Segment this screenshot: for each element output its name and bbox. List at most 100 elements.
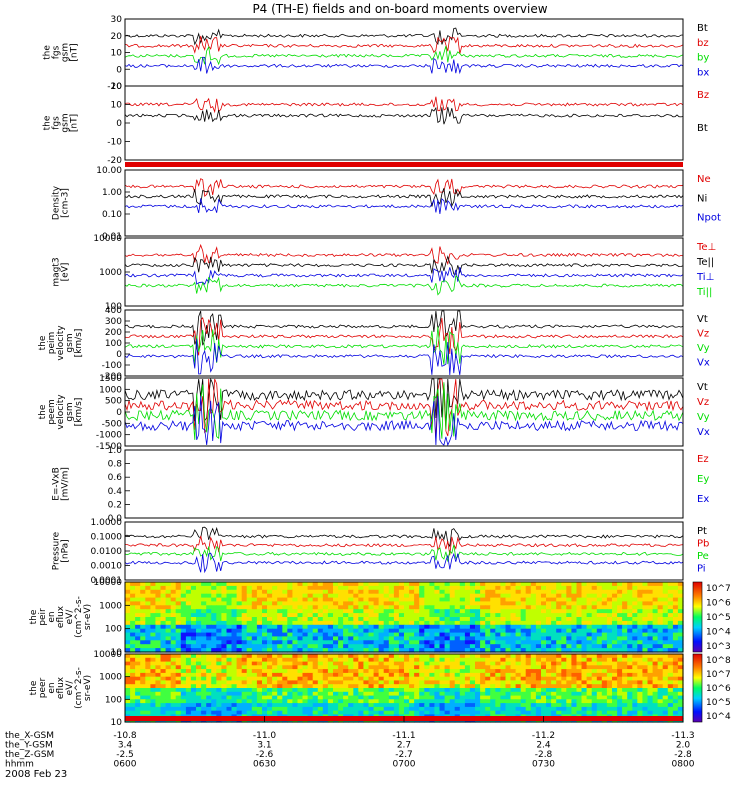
y-tick-label: 0 <box>116 350 122 360</box>
spectrogram-cell <box>490 665 496 670</box>
spectrogram-cell <box>292 620 299 626</box>
spectrogram-cell <box>327 657 334 663</box>
spectrogram-cell <box>571 617 578 622</box>
spectrogram-cell <box>135 585 141 591</box>
spectrogram-cell <box>672 654 679 659</box>
series-line-Vy <box>124 382 684 440</box>
spectrogram-cell <box>561 684 567 689</box>
spectrogram-cell <box>601 632 608 638</box>
spectrogram-cell <box>140 628 146 634</box>
spectrogram-cell <box>617 582 623 587</box>
spectrogram-cell <box>201 620 207 626</box>
spectrogram-cell <box>327 593 334 599</box>
spectrogram-cell <box>333 593 339 599</box>
spectrogram-cell <box>267 676 273 682</box>
spectrogram-cell <box>586 644 593 649</box>
spectrogram-cell <box>576 669 583 674</box>
spectrogram-cell <box>165 589 172 595</box>
spectrogram-cell <box>419 706 425 712</box>
spectrogram-cell <box>535 654 542 659</box>
spectrogram-cell <box>480 589 486 595</box>
spectrogram-cell <box>419 665 425 670</box>
spectrogram-cell <box>368 605 375 610</box>
spectrogram-cell <box>414 624 420 630</box>
spectrogram-cell <box>363 582 370 587</box>
spectrogram-cell <box>343 617 349 622</box>
spectrogram-cell <box>637 628 643 634</box>
y-axis-label-line: gsm <box>61 113 71 132</box>
spectrogram-cell <box>322 605 329 610</box>
spectrogram-cell <box>226 640 233 645</box>
spectrogram-cell <box>125 632 131 638</box>
spectrogram-cell <box>596 706 603 712</box>
spectrogram-cell <box>135 710 141 716</box>
series-line-bx <box>124 56 684 75</box>
spectrogram-cell <box>657 680 664 685</box>
spectrogram-cell <box>180 636 187 641</box>
spectrogram-cell <box>378 644 385 649</box>
spectrogram-cell <box>444 644 451 649</box>
spectrogram-cell <box>338 644 344 649</box>
spectrogram-cell <box>535 605 542 610</box>
spectrogram-cell <box>515 665 522 670</box>
spectrogram-cell <box>520 672 527 678</box>
spectrogram-cell <box>672 706 679 712</box>
spectrogram-cell <box>606 665 613 670</box>
spectrogram-cell <box>363 710 370 716</box>
spectrogram-cell <box>180 640 187 645</box>
spectrogram-cell <box>647 617 654 622</box>
spectrogram-cell <box>287 613 293 618</box>
spectrogram-cell <box>480 593 486 599</box>
spectrogram-cell <box>312 688 319 693</box>
spectrogram-cell <box>398 676 405 682</box>
spectrogram-cell <box>343 628 349 634</box>
spectrogram-cell <box>500 632 507 638</box>
spectrogram-cell <box>657 691 664 697</box>
spectrogram-cell <box>576 665 583 670</box>
spectrogram-cell <box>170 648 177 653</box>
spectrogram-cell <box>657 613 664 618</box>
spectrogram-cell <box>454 654 461 659</box>
spectrogram-cell <box>480 657 486 663</box>
spectrogram-cell <box>561 605 567 610</box>
spectrogram-cell <box>125 699 131 704</box>
spectrogram-cell <box>617 640 623 645</box>
spectrogram-cell <box>647 636 654 641</box>
spectrogram-cell <box>424 593 430 599</box>
spectrogram-cell <box>505 632 512 638</box>
spectrogram-cell <box>424 589 430 595</box>
spectrogram-cell <box>388 597 395 603</box>
spectrogram-cell <box>515 609 522 614</box>
spectrogram-cell <box>272 657 278 663</box>
spectrogram-cell <box>556 624 562 630</box>
spectrogram-cell <box>480 628 486 634</box>
spectrogram-cell <box>302 680 309 685</box>
spectrogram-cell <box>393 582 400 587</box>
spectrogram-cell <box>510 640 517 645</box>
spectrogram-cell <box>424 640 430 645</box>
spectrogram-cell <box>190 624 197 630</box>
spectrogram-cell <box>368 632 375 638</box>
spectrogram-cell <box>424 695 430 700</box>
spectrogram-cell <box>424 699 430 704</box>
spectrogram-cell <box>500 657 507 663</box>
spectrogram-cell <box>130 657 136 663</box>
y-tick-label: 100 <box>105 625 122 635</box>
spectrogram-cell <box>292 672 299 678</box>
spectrogram-cell <box>190 680 197 685</box>
spectrogram-cell <box>434 582 441 587</box>
spectrogram-cell <box>383 640 390 645</box>
spectrogram-cell <box>272 640 278 645</box>
spectrogram-cell <box>596 710 603 716</box>
spectrogram-cell <box>282 669 288 674</box>
spectrogram-cell <box>267 654 273 659</box>
spectrogram-cell <box>353 703 359 708</box>
spectrogram-cell <box>449 688 456 693</box>
spectrogram-cell <box>160 688 167 693</box>
spectrogram-cell <box>267 703 273 708</box>
spectrogram-cell <box>363 703 370 708</box>
spectrogram-cell <box>439 699 446 704</box>
colorbar-tick-label: 10^6 <box>706 684 731 694</box>
spectrogram-cell <box>632 672 638 678</box>
spectrogram-cell <box>632 695 638 700</box>
